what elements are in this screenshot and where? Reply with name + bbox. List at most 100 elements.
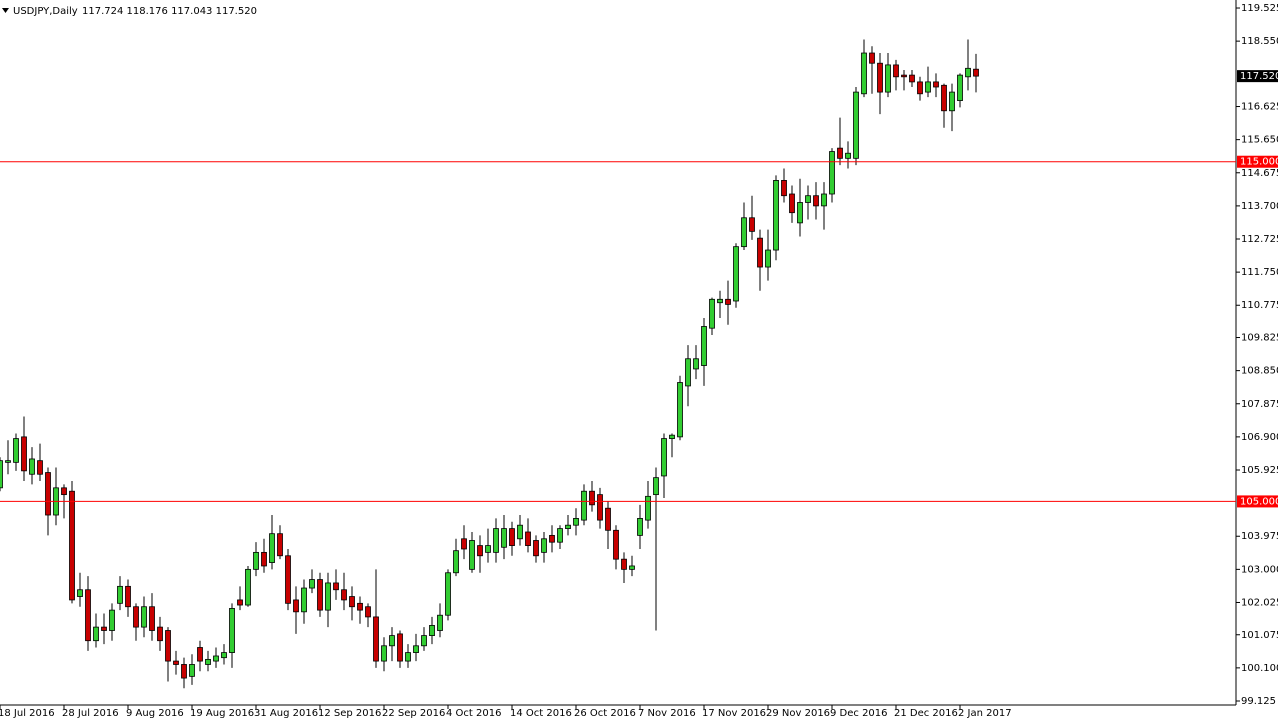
x-tick-label: 21 Dec 2016	[894, 708, 958, 719]
candle-body	[253, 551, 259, 570]
x-tick-label: 28 Jul 2016	[62, 708, 119, 719]
candle-body	[773, 180, 779, 251]
candle-body	[701, 326, 707, 366]
x-tick-label: 19 Aug 2016	[190, 708, 254, 719]
candle-body	[277, 533, 283, 557]
candle-body	[621, 558, 627, 570]
candle-body	[949, 91, 955, 112]
candle-body	[973, 68, 979, 77]
candle-body	[85, 589, 91, 642]
x-tick-label: 9 Aug 2016	[126, 708, 184, 719]
candle-body	[765, 249, 771, 268]
candle-body	[509, 528, 515, 546]
candle-body	[957, 74, 963, 101]
candle-body	[917, 81, 923, 95]
candle-body	[709, 298, 715, 329]
chart-title: USDJPY,Daily	[13, 6, 78, 17]
candle-body	[693, 358, 699, 370]
candle-body	[149, 606, 155, 631]
candle-body	[869, 52, 875, 64]
candle-body	[245, 568, 251, 606]
candle-body	[133, 606, 139, 628]
candle-body	[749, 217, 755, 232]
candle-body	[909, 74, 915, 83]
y-tick-label: 115.650	[1241, 135, 1278, 146]
y-tick-label: 99.125	[1241, 696, 1276, 707]
candle-body	[677, 382, 683, 438]
candle-body	[461, 538, 467, 550]
x-tick-label: 9 Dec 2016	[830, 708, 888, 719]
candle-body	[669, 434, 675, 439]
candle-body	[405, 652, 411, 662]
y-tick-label: 116.625	[1241, 102, 1278, 113]
candle-body	[69, 490, 75, 601]
x-tick-label: 29 Nov 2016	[766, 708, 830, 719]
candle-body	[357, 602, 363, 611]
candle-body	[37, 460, 43, 475]
candle-body	[741, 217, 747, 248]
candle-body	[261, 551, 267, 567]
y-tick-label: 108.850	[1241, 366, 1278, 377]
candle-body	[269, 533, 275, 563]
y-tick-label: 112.725	[1241, 234, 1278, 245]
menu-triangle	[2, 8, 9, 13]
candle-body	[389, 635, 395, 647]
candle-body	[717, 298, 723, 304]
last-price-box	[1237, 70, 1278, 83]
candle-body	[829, 151, 835, 195]
candle-body	[309, 579, 315, 589]
candle-body	[725, 298, 731, 305]
candle-body	[853, 91, 859, 159]
y-tick-label: 107.875	[1241, 399, 1278, 410]
candle-body	[605, 507, 611, 531]
candle-body	[925, 81, 931, 93]
candle-body	[125, 585, 131, 608]
candle-body	[397, 633, 403, 662]
x-tick-label: 18 Jul 2016	[0, 708, 55, 719]
candle-body	[445, 572, 451, 616]
candle-body	[29, 458, 35, 475]
candle-body	[805, 195, 811, 203]
candle-body	[565, 524, 571, 529]
candle-body	[45, 472, 51, 516]
candle-body	[157, 626, 163, 642]
y-tick-label: 113.700	[1241, 201, 1278, 212]
candle-body	[197, 647, 203, 662]
candle-body	[933, 81, 939, 88]
x-tick-label: 14 Oct 2016	[510, 708, 572, 719]
x-tick-label: 31 Aug 2016	[254, 708, 318, 719]
candle-body	[653, 477, 659, 496]
candle-body	[501, 528, 507, 548]
candle-body	[517, 524, 523, 540]
candle-body	[381, 645, 387, 662]
y-tick-label: 109.825	[1241, 333, 1278, 344]
y-tick-label: 114.675	[1241, 168, 1278, 179]
candle-body	[365, 606, 371, 618]
candle-body	[141, 606, 147, 628]
candle-body	[525, 531, 531, 546]
candle-body	[13, 438, 19, 463]
candle-body	[453, 550, 459, 574]
y-tick-label: 118.550	[1241, 36, 1278, 47]
candle-body	[685, 358, 691, 387]
candle-body	[893, 64, 899, 78]
candle-body	[285, 555, 291, 604]
last-price-label: 117.520	[1240, 71, 1278, 82]
candle-body	[477, 545, 483, 557]
y-tick-label: 106.900	[1241, 432, 1278, 443]
candle-body	[205, 658, 211, 665]
y-tick-label: 105.925	[1241, 465, 1278, 476]
level-label-box	[1237, 155, 1278, 168]
y-tick-label: 100.100	[1241, 663, 1278, 674]
candle-body	[813, 195, 819, 207]
candle-body	[541, 538, 547, 553]
candle-body	[469, 540, 475, 570]
candle-body	[901, 74, 907, 78]
candle-body	[117, 585, 123, 604]
candle-body	[77, 589, 83, 597]
candle-body	[789, 193, 795, 214]
candle-body	[493, 528, 499, 553]
candle-body	[293, 599, 299, 613]
